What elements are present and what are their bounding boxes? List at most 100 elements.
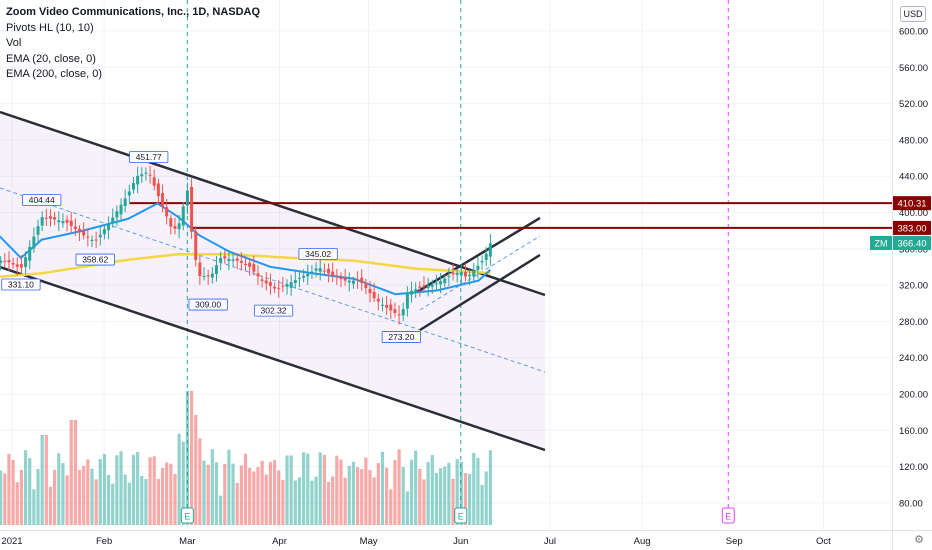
candle-body xyxy=(376,298,380,302)
volume-bar xyxy=(414,450,418,525)
candle-body xyxy=(405,292,409,309)
candle-body xyxy=(468,274,472,277)
volume-bar xyxy=(223,463,227,525)
time-axis[interactable]: 2021 Feb Mar Apr May Jun Jul Aug Sep Oct xyxy=(1,536,831,547)
pivot-label-text: 302.32 xyxy=(261,306,287,316)
candle-body xyxy=(19,264,23,268)
pivot-label-text: 404.44 xyxy=(29,195,55,205)
time-tick-label: Jun xyxy=(453,536,468,547)
time-tick-label: Aug xyxy=(634,536,651,547)
volume-bar xyxy=(268,462,273,525)
volume-bar xyxy=(293,480,297,525)
candle-body xyxy=(144,172,148,174)
pivot-label-box xyxy=(75,253,115,266)
candle-body xyxy=(488,243,492,257)
price-tick-label: 320.00 xyxy=(899,281,928,292)
volume-bar xyxy=(44,435,48,525)
pivot-label-box xyxy=(129,151,169,163)
price-axis[interactable]: 600.00560.00520.00480.00440.00400.00360.… xyxy=(899,27,928,510)
candle-body xyxy=(306,273,310,277)
volume-bar xyxy=(194,415,198,525)
candle-body xyxy=(57,220,61,223)
candle-body xyxy=(190,186,194,232)
candle-body xyxy=(285,284,289,287)
volume-bar xyxy=(459,461,463,525)
price-tag-text: 366.40 xyxy=(897,238,926,249)
candle-body xyxy=(476,265,480,271)
candle-body xyxy=(281,285,285,287)
candle-body xyxy=(339,276,343,280)
candle-body xyxy=(239,260,243,263)
volume-bar xyxy=(23,450,28,525)
volume-bar xyxy=(102,453,107,525)
chart-legend: Zoom Video Communications, Inc., 1D, NAS… xyxy=(6,5,260,83)
candle-body xyxy=(480,260,484,263)
currency-button[interactable]: USD xyxy=(900,6,926,22)
candle-body xyxy=(256,273,260,277)
volume-bar xyxy=(339,459,343,525)
volume-bar xyxy=(326,482,331,525)
candle-body xyxy=(36,226,40,235)
earnings-badge xyxy=(454,507,468,524)
candle-body xyxy=(273,286,277,289)
candle-body xyxy=(418,286,422,288)
candle-body xyxy=(24,257,28,267)
price-tag xyxy=(893,196,931,211)
candle-body xyxy=(15,264,19,267)
candle-body xyxy=(98,234,102,238)
price-tick-label: 440.00 xyxy=(899,172,928,183)
volume-bar xyxy=(347,466,351,525)
volume-bar xyxy=(86,459,90,525)
candle-body xyxy=(82,230,86,236)
trend-lines[interactable] xyxy=(0,110,892,452)
volume-bar xyxy=(393,459,397,525)
volume-bar xyxy=(430,455,434,525)
volume-bar xyxy=(389,489,393,525)
candle-body xyxy=(173,226,177,229)
price-tick-label: 200.00 xyxy=(899,390,928,401)
candle-body xyxy=(102,229,106,235)
time-tick-label: Feb xyxy=(96,536,112,547)
candle-body xyxy=(252,264,256,272)
candle-body xyxy=(123,198,127,207)
ema200-line xyxy=(0,252,491,278)
candle-body xyxy=(115,211,119,218)
price-tick-label: 280.00 xyxy=(899,317,928,328)
volume-bar xyxy=(219,495,223,525)
candle-body xyxy=(44,217,48,219)
candle-body xyxy=(181,206,185,226)
candle-body xyxy=(343,277,347,281)
volume-bar xyxy=(468,474,472,525)
volume-bar xyxy=(90,468,94,525)
volume-bar xyxy=(111,483,115,525)
volume-bar xyxy=(264,474,268,525)
volume-bar xyxy=(488,450,492,525)
candle-body xyxy=(198,262,202,277)
candle-body xyxy=(94,239,98,241)
candle-body xyxy=(389,304,393,311)
volume-bar xyxy=(314,476,318,525)
volume-bar xyxy=(372,477,376,525)
volume-bar xyxy=(463,473,468,525)
pivot-label-text: 358.62 xyxy=(82,255,108,265)
candle-body xyxy=(248,262,252,267)
volume-bar xyxy=(98,458,102,525)
volume-bar xyxy=(355,467,360,525)
channel-midline xyxy=(0,187,546,373)
time-tick-label: May xyxy=(360,536,378,547)
candle-body xyxy=(459,272,463,276)
price-tag-text: 383.00 xyxy=(897,223,926,234)
candle-body xyxy=(86,236,90,238)
candle-body xyxy=(7,260,11,263)
candle-body xyxy=(206,275,210,277)
volume-bar xyxy=(82,465,86,525)
price-tick-label: 160.00 xyxy=(899,426,928,437)
volume-bar xyxy=(235,482,239,525)
volume-bar xyxy=(15,482,19,525)
settings-icon[interactable]: ⚙ xyxy=(914,534,924,546)
pivot-label-box xyxy=(22,194,62,206)
candle-body xyxy=(194,231,198,260)
volume-bar xyxy=(289,455,293,525)
